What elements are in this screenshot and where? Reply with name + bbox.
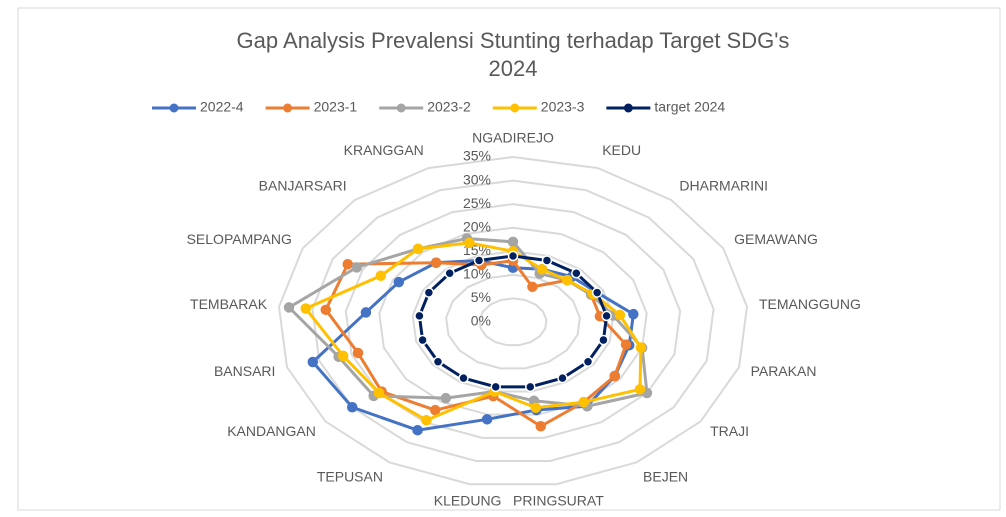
marker — [342, 258, 353, 270]
marker — [347, 401, 358, 413]
marker — [614, 309, 626, 321]
category-label: KANDANGAN — [227, 423, 316, 439]
marker — [432, 356, 444, 368]
category-label: DHARMARINI — [679, 177, 768, 193]
marker — [609, 370, 621, 382]
marker — [373, 387, 385, 399]
marker — [628, 308, 639, 320]
marker — [620, 339, 632, 350]
marker — [634, 384, 646, 395]
marker — [601, 310, 612, 322]
marker — [393, 276, 405, 288]
legend-label: 2023-1 — [314, 99, 358, 115]
legend-marker — [169, 103, 179, 113]
legend-marker — [623, 103, 633, 113]
category-label: BEJEN — [643, 468, 688, 484]
marker — [423, 287, 435, 298]
marker — [430, 257, 442, 269]
legend-marker — [396, 103, 406, 113]
grid-ring — [478, 297, 548, 347]
marker — [591, 287, 603, 298]
category-label: GEMAWANG — [734, 231, 818, 247]
category-label: KLEDUNG — [434, 493, 502, 509]
r-tick-label: 25% — [463, 195, 491, 211]
r-tick-label: 35% — [463, 148, 491, 164]
legend-marker — [283, 103, 293, 113]
marker — [490, 381, 501, 393]
grid-ring — [277, 155, 749, 486]
category-label: KRANGGAN — [344, 142, 424, 158]
grid-ring — [411, 250, 615, 393]
marker — [458, 372, 469, 384]
category-label: KEDU — [602, 142, 641, 158]
marker — [541, 255, 553, 266]
r-tick-label: 10% — [463, 266, 491, 282]
category-label: TEMANGGUNG — [759, 296, 861, 312]
marker — [527, 281, 538, 293]
marker — [530, 402, 542, 413]
legend-label: 2023-2 — [427, 99, 471, 115]
marker — [351, 262, 362, 273]
marker — [507, 250, 519, 262]
category-label: BANSARI — [214, 363, 275, 379]
category-label: TEPUSAN — [317, 468, 383, 484]
marker — [337, 350, 349, 362]
legend-label: 2022-4 — [200, 99, 244, 115]
grid-ring — [311, 179, 715, 463]
r-tick-label: 30% — [463, 171, 491, 187]
legend-marker — [510, 103, 520, 113]
marker — [536, 263, 548, 275]
marker — [421, 414, 432, 426]
marker — [507, 236, 519, 248]
marker — [578, 396, 589, 408]
category-label: TEMBARAK — [190, 296, 268, 312]
category-label: BANJARSARI — [259, 177, 347, 193]
marker — [320, 304, 332, 316]
marker — [464, 237, 475, 249]
category-label: NGADIREJO — [472, 130, 554, 146]
category-label: PARAKAN — [751, 363, 817, 379]
category-label: SELOPAMPANG — [187, 231, 292, 247]
marker — [635, 342, 647, 353]
marker — [283, 302, 295, 313]
marker — [412, 243, 424, 255]
chart-title: Gap Analysis Prevalensi Stunting terhada… — [237, 28, 790, 81]
marker — [352, 347, 364, 359]
marker — [412, 424, 423, 436]
marker — [481, 414, 493, 425]
marker — [414, 310, 425, 322]
marker — [300, 303, 311, 314]
legend-label: 2023-3 — [541, 99, 585, 115]
marker — [307, 356, 319, 368]
marker — [429, 404, 441, 416]
marker — [375, 270, 387, 282]
marker — [444, 267, 455, 279]
marker — [571, 267, 582, 279]
marker — [440, 392, 452, 404]
marker — [535, 421, 547, 432]
marker — [582, 356, 594, 368]
r-tick-label: 20% — [463, 218, 491, 234]
marker — [557, 372, 568, 384]
marker — [360, 307, 372, 318]
category-label: TRAJI — [710, 423, 749, 439]
marker — [525, 381, 536, 393]
grid-ring — [445, 273, 581, 370]
category-label: PRINGSURAT — [513, 493, 604, 509]
marker — [598, 334, 609, 346]
marker — [473, 255, 485, 266]
marker — [562, 274, 573, 286]
r-tick-label: 0% — [471, 313, 491, 329]
r-tick-label: 5% — [471, 289, 491, 305]
marker — [417, 334, 428, 346]
legend-label: target 2024 — [654, 99, 725, 115]
